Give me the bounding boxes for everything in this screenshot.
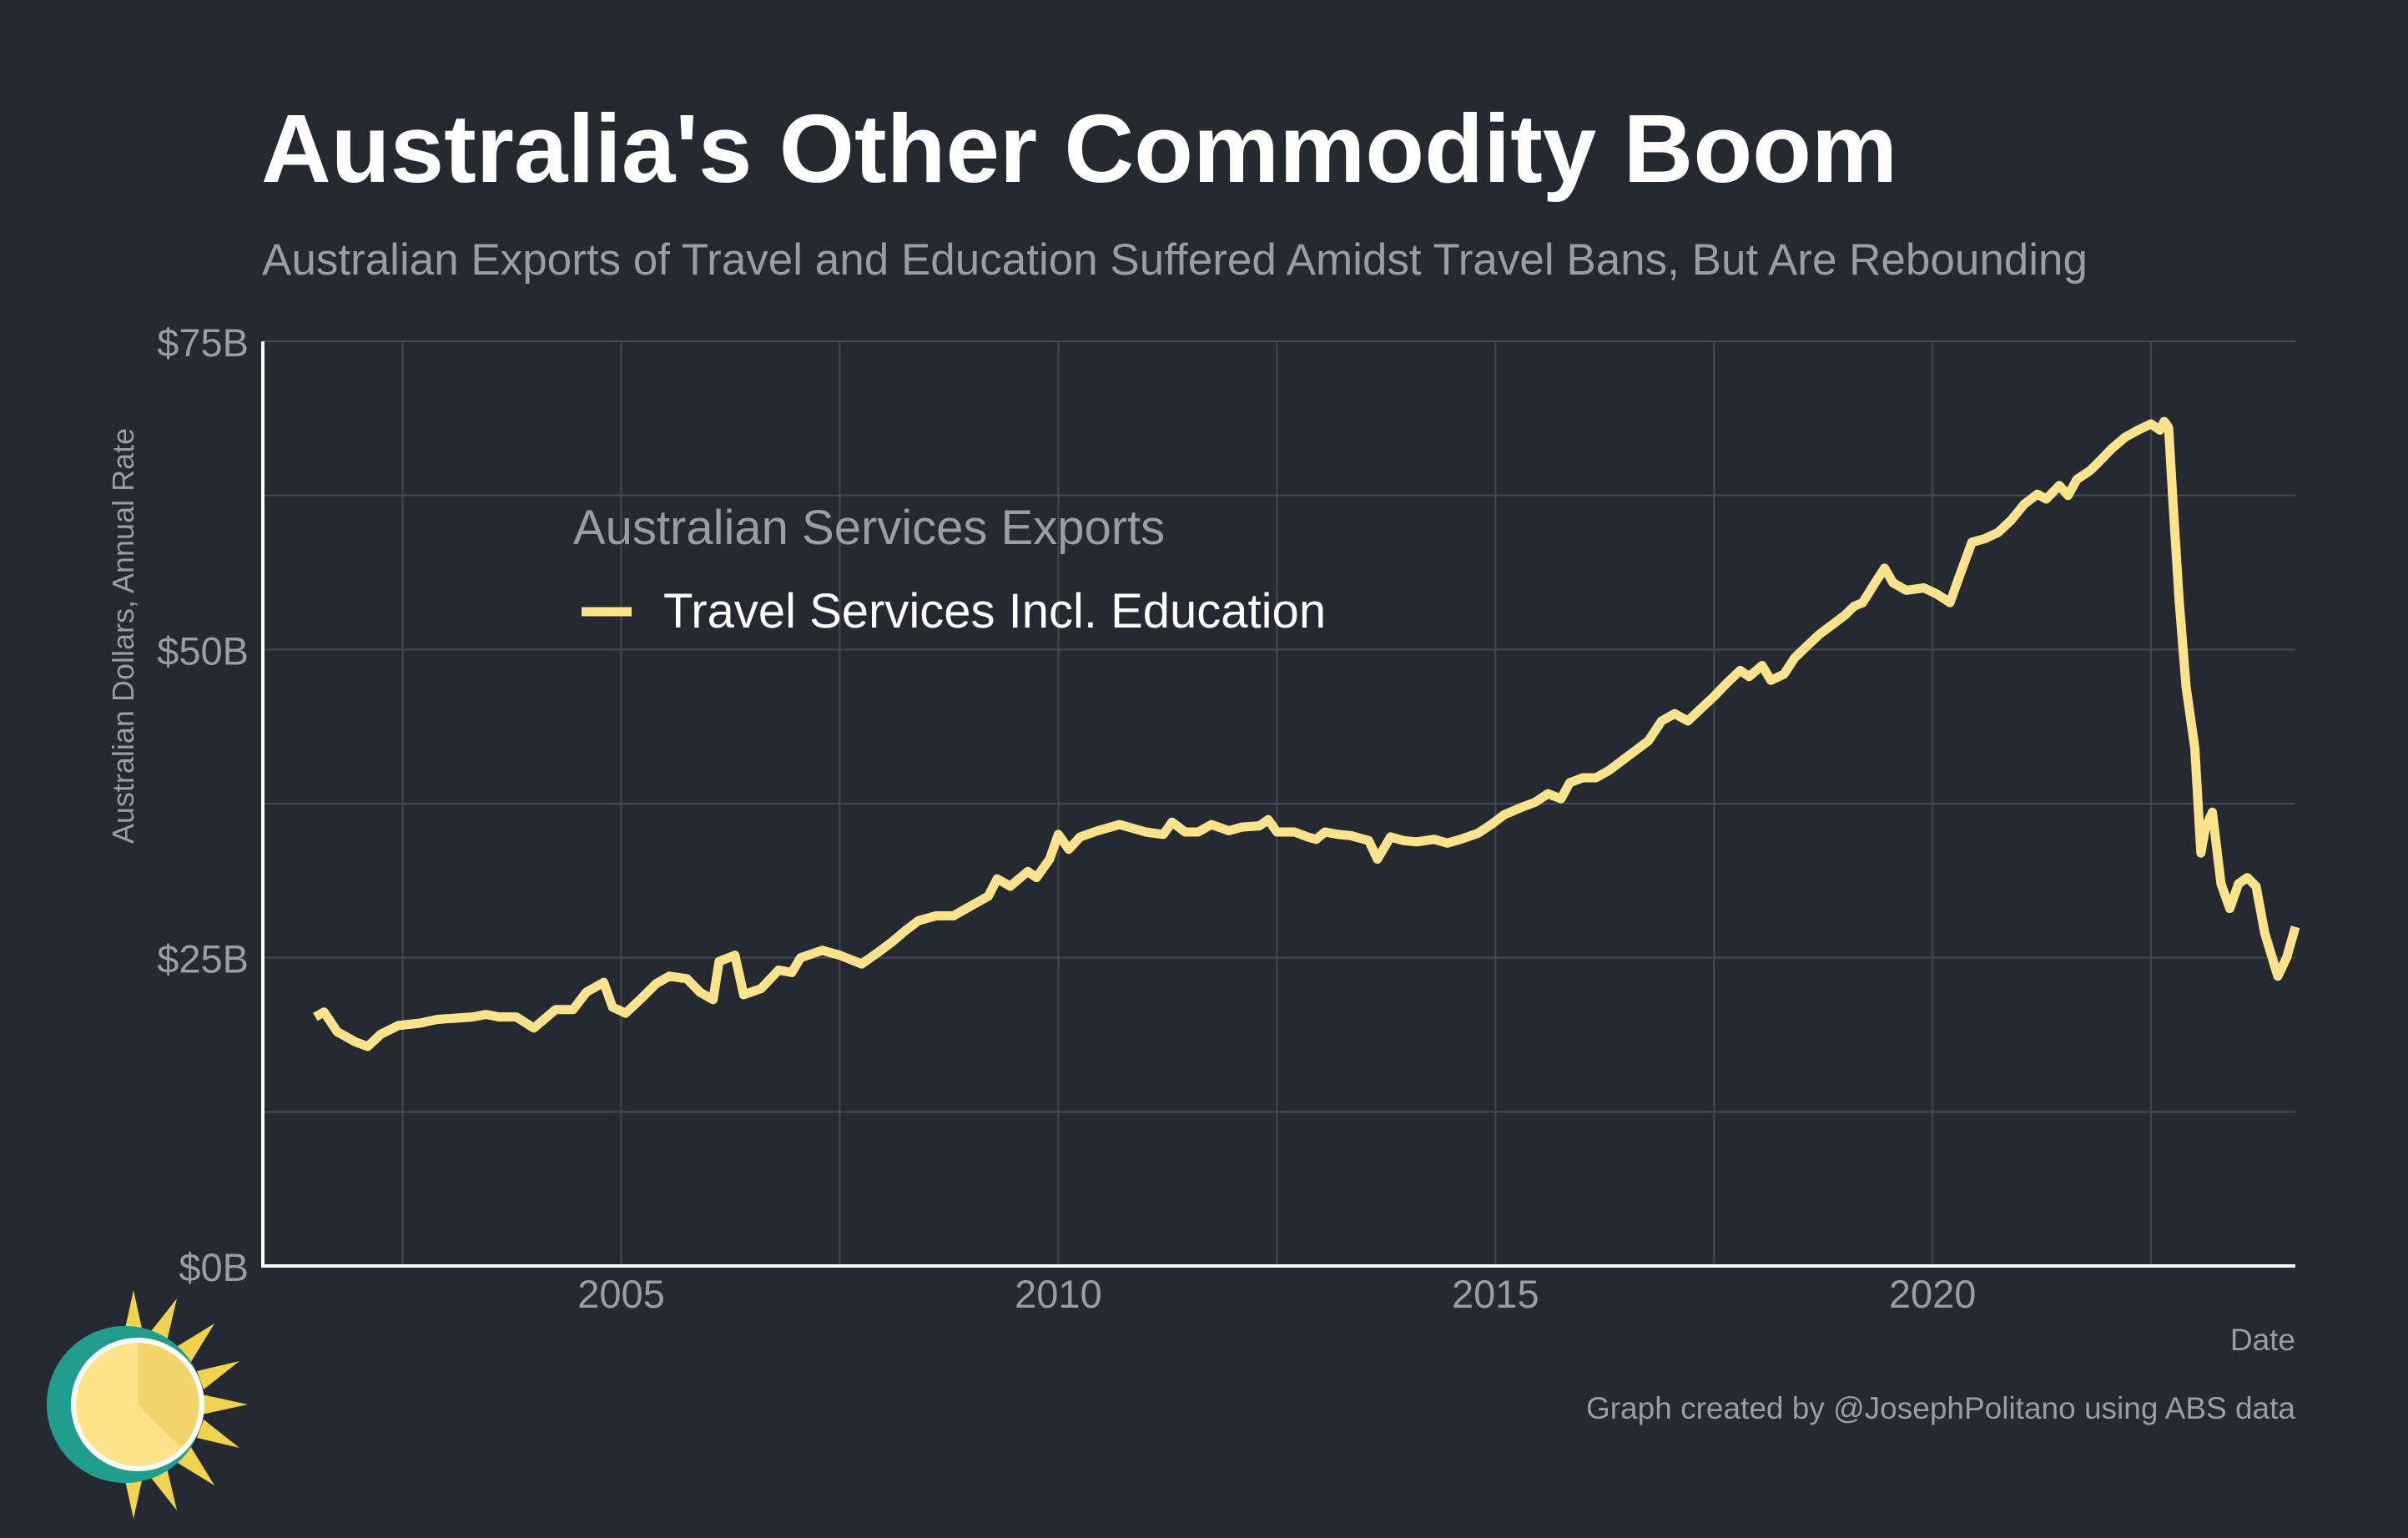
credit-text: Graph created by @JosephPolitano using A… xyxy=(1586,1391,2295,1425)
y-tick-label: $75B xyxy=(157,320,249,365)
chart-subtitle: Australian Exports of Travel and Educati… xyxy=(262,235,2088,285)
axes xyxy=(261,341,2295,1268)
grid xyxy=(263,340,2295,1266)
legend: Australian Services Exports Travel Servi… xyxy=(573,501,1326,638)
sun-shade-icon xyxy=(138,1343,199,1448)
x-tick-label: 2010 xyxy=(1015,1272,1102,1316)
y-tick-label: $0B xyxy=(179,1245,249,1289)
y-axis-label: Australian Dollars, Annual Rate xyxy=(106,428,140,844)
x-tick-label: 2020 xyxy=(1889,1272,1977,1316)
x-axis-label: Date xyxy=(2230,1323,2295,1357)
y-tick-label: $50B xyxy=(157,628,249,673)
y-tick-label: $25B xyxy=(157,937,249,981)
sun-logo xyxy=(47,1290,248,1519)
series-line-travel-services xyxy=(313,416,2300,1051)
legend-label: Travel Services Incl. Education xyxy=(663,584,1326,638)
chart-title: Australia's Other Commodity Boom xyxy=(261,94,1897,203)
tick-labels: $0B $25B $50B $75B 2005 2010 2015 2020 xyxy=(157,320,1976,1316)
x-tick-label: 2015 xyxy=(1452,1272,1539,1316)
series-layer xyxy=(313,416,2300,1051)
legend-title: Australian Services Exports xyxy=(573,501,1165,555)
x-tick-label: 2005 xyxy=(577,1272,665,1316)
